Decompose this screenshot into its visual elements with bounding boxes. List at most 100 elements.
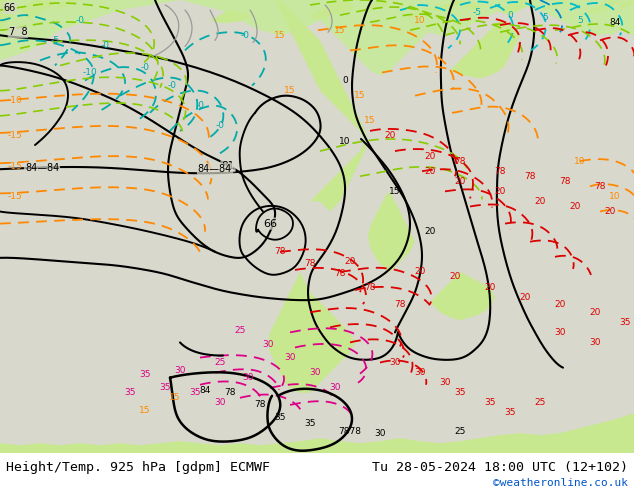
Text: -0: -0 bbox=[167, 81, 176, 90]
Text: 7878: 7878 bbox=[339, 427, 361, 436]
Text: 30: 30 bbox=[414, 368, 426, 377]
Text: 35: 35 bbox=[139, 370, 151, 379]
Text: 35: 35 bbox=[190, 388, 201, 397]
Text: -5: -5 bbox=[51, 36, 60, 45]
Text: 5: 5 bbox=[542, 13, 548, 22]
Text: -0: -0 bbox=[240, 31, 250, 40]
Polygon shape bbox=[620, 0, 634, 10]
Polygon shape bbox=[310, 0, 355, 20]
Text: 30: 30 bbox=[284, 353, 295, 362]
Text: -15: -15 bbox=[8, 192, 22, 201]
Text: 20: 20 bbox=[424, 227, 436, 236]
Text: 5: 5 bbox=[577, 16, 583, 24]
Text: 20: 20 bbox=[604, 207, 616, 216]
Text: 20: 20 bbox=[534, 197, 546, 206]
Text: Tu 28-05-2024 18:00 UTC (12+102): Tu 28-05-2024 18:00 UTC (12+102) bbox=[372, 462, 628, 474]
Text: 20: 20 bbox=[424, 167, 436, 176]
Text: 78: 78 bbox=[275, 247, 286, 256]
Text: 78: 78 bbox=[394, 300, 406, 309]
Text: 20: 20 bbox=[519, 293, 531, 302]
Text: 78: 78 bbox=[454, 157, 466, 166]
Text: 10: 10 bbox=[414, 16, 426, 24]
Text: 78: 78 bbox=[524, 172, 536, 181]
Text: 15: 15 bbox=[334, 25, 346, 35]
Polygon shape bbox=[0, 413, 634, 453]
Text: 30: 30 bbox=[554, 328, 566, 337]
Polygon shape bbox=[55, 0, 80, 10]
Text: 25: 25 bbox=[235, 326, 246, 335]
Text: 25: 25 bbox=[455, 427, 466, 436]
Text: 15: 15 bbox=[275, 31, 286, 40]
Text: 25: 25 bbox=[214, 358, 226, 367]
Text: 84—84: 84—84 bbox=[25, 163, 59, 173]
Polygon shape bbox=[275, 0, 368, 212]
Text: -0: -0 bbox=[101, 41, 110, 50]
Text: 15: 15 bbox=[139, 406, 151, 416]
Text: 35: 35 bbox=[484, 398, 496, 407]
Text: ©weatheronline.co.uk: ©weatheronline.co.uk bbox=[493, 478, 628, 488]
Text: 20: 20 bbox=[484, 283, 496, 292]
Text: 20: 20 bbox=[590, 308, 600, 317]
Text: 30: 30 bbox=[439, 378, 451, 387]
Text: 25: 25 bbox=[534, 398, 546, 407]
Text: 20: 20 bbox=[384, 131, 396, 141]
Text: -10: -10 bbox=[8, 96, 22, 105]
Polygon shape bbox=[268, 272, 355, 393]
Text: 66: 66 bbox=[4, 3, 16, 13]
Text: 20: 20 bbox=[554, 300, 566, 309]
Polygon shape bbox=[400, 0, 530, 20]
Polygon shape bbox=[430, 272, 495, 320]
Text: 35: 35 bbox=[124, 388, 136, 397]
Polygon shape bbox=[540, 0, 570, 10]
Text: -0: -0 bbox=[195, 101, 205, 110]
Polygon shape bbox=[450, 20, 520, 78]
Text: 20: 20 bbox=[569, 202, 581, 211]
Text: 10: 10 bbox=[574, 157, 586, 166]
Text: 20: 20 bbox=[495, 187, 506, 196]
Polygon shape bbox=[580, 0, 620, 15]
Text: 20: 20 bbox=[414, 268, 425, 276]
Text: 30: 30 bbox=[174, 366, 186, 375]
Text: 35: 35 bbox=[619, 318, 631, 327]
Text: 20: 20 bbox=[344, 257, 356, 267]
Text: 78: 78 bbox=[304, 259, 316, 269]
Text: 78: 78 bbox=[224, 388, 236, 397]
Text: 84—84: 84—84 bbox=[198, 164, 232, 174]
Text: -15: -15 bbox=[8, 162, 22, 171]
Text: 35: 35 bbox=[304, 418, 316, 428]
Polygon shape bbox=[0, 0, 20, 30]
Text: 15: 15 bbox=[389, 187, 401, 196]
Text: 66: 66 bbox=[263, 219, 277, 229]
Text: 35: 35 bbox=[159, 383, 171, 392]
Text: -10: -10 bbox=[82, 68, 98, 77]
Text: 78: 78 bbox=[559, 177, 571, 186]
Text: 30: 30 bbox=[329, 383, 340, 392]
Text: 20: 20 bbox=[424, 151, 436, 161]
Text: -0: -0 bbox=[216, 122, 224, 130]
Text: 35: 35 bbox=[504, 409, 515, 417]
Text: 15: 15 bbox=[284, 86, 295, 95]
Text: 81: 81 bbox=[221, 161, 235, 171]
Polygon shape bbox=[20, 0, 55, 20]
Text: 0: 0 bbox=[342, 76, 348, 85]
Text: 20: 20 bbox=[455, 177, 466, 186]
Polygon shape bbox=[210, 10, 250, 23]
Text: 15: 15 bbox=[169, 393, 181, 402]
Text: 15: 15 bbox=[354, 91, 366, 100]
Text: 30: 30 bbox=[374, 429, 385, 438]
Polygon shape bbox=[360, 0, 390, 12]
Text: 78: 78 bbox=[254, 400, 266, 410]
Text: 35: 35 bbox=[275, 414, 286, 422]
Text: Height/Temp. 925 hPa [gdpm] ECMWF: Height/Temp. 925 hPa [gdpm] ECMWF bbox=[6, 462, 270, 474]
Text: -5: -5 bbox=[472, 7, 481, 17]
Polygon shape bbox=[368, 192, 415, 272]
Text: 78: 78 bbox=[594, 182, 605, 191]
Text: 30: 30 bbox=[309, 368, 321, 377]
Text: -0: -0 bbox=[141, 63, 150, 72]
Text: 10: 10 bbox=[609, 192, 621, 201]
Text: 30: 30 bbox=[214, 398, 226, 407]
Text: -15: -15 bbox=[8, 131, 22, 141]
Polygon shape bbox=[300, 0, 634, 75]
Text: 30: 30 bbox=[589, 338, 601, 347]
Text: 10: 10 bbox=[339, 137, 351, 146]
